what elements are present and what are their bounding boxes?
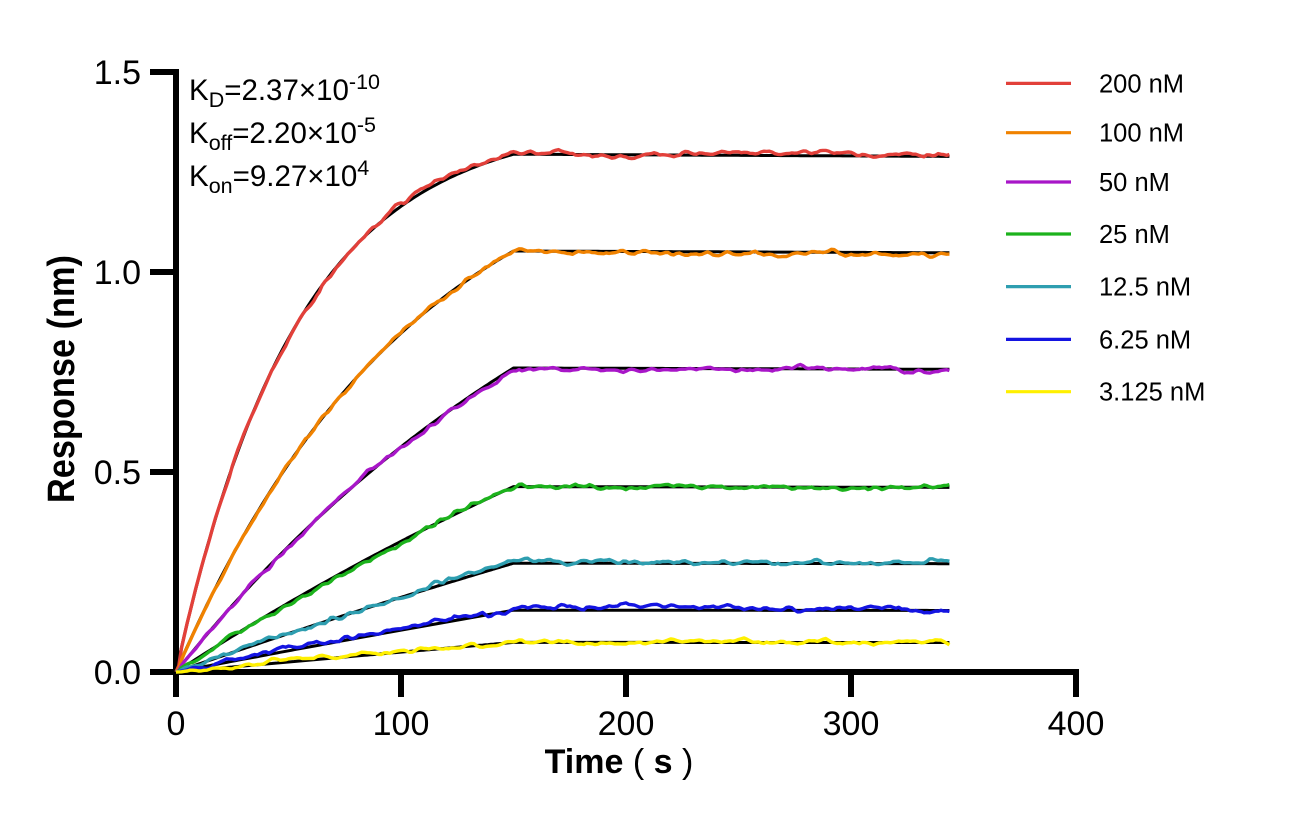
svg-text:0.0: 0.0 xyxy=(94,654,141,692)
svg-text:1.5: 1.5 xyxy=(94,54,141,92)
svg-text:0: 0 xyxy=(167,705,186,743)
svg-text:50 nM: 50 nM xyxy=(1099,169,1170,197)
svg-text:300: 300 xyxy=(823,705,880,743)
svg-text:12.5 nM: 12.5 nM xyxy=(1099,274,1191,302)
svg-text:KD=2.37×10-10: KD=2.37×10-10 xyxy=(189,70,380,112)
svg-text:0.5: 0.5 xyxy=(94,454,141,492)
svg-text:6.25 nM: 6.25 nM xyxy=(1099,326,1191,354)
svg-text:200: 200 xyxy=(598,705,655,743)
svg-text:100 nM: 100 nM xyxy=(1099,120,1184,148)
svg-text:3.125 nM: 3.125 nM xyxy=(1099,379,1205,407)
svg-text:1.0: 1.0 xyxy=(94,254,141,292)
svg-text:Response (nm): Response (nm) xyxy=(41,255,83,503)
svg-text:100: 100 xyxy=(373,705,430,743)
svg-text:25 nM: 25 nM xyxy=(1099,221,1170,249)
svg-text:Time ( s ): Time ( s ) xyxy=(545,743,694,781)
svg-text:200 nM: 200 nM xyxy=(1099,70,1184,98)
svg-text:400: 400 xyxy=(1048,705,1105,743)
